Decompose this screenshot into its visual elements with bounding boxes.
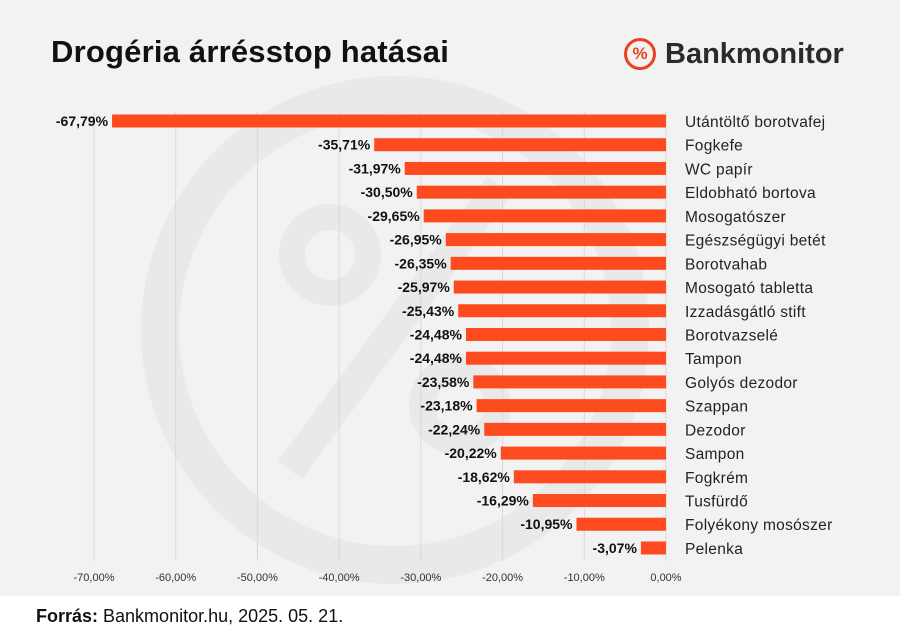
bar — [458, 304, 666, 318]
bar — [473, 375, 666, 389]
percent-icon: % — [624, 38, 656, 70]
bar — [423, 209, 666, 223]
footer — [0, 596, 900, 643]
bar-value-label: -35,71% — [318, 137, 371, 153]
bar-value-label: -18,62% — [458, 469, 511, 485]
bar-value-label: -26,35% — [395, 255, 448, 271]
bar-value-label: -30,50% — [361, 184, 414, 200]
x-tick-label: -70,00% — [74, 572, 115, 584]
bar-value-label: -22,24% — [428, 421, 481, 437]
bar-value-label: -29,65% — [368, 208, 421, 224]
bar-value-label: -23,18% — [420, 398, 473, 414]
bar — [404, 161, 666, 175]
category-label: Tusfürdő — [685, 494, 748, 511]
bar — [465, 351, 666, 365]
bar — [500, 446, 666, 460]
category-label: Utántöltő borotvafej — [685, 114, 825, 131]
bar-value-label: -25,43% — [402, 303, 455, 319]
bar-value-label: -3,07% — [593, 540, 638, 556]
category-label: Borotvazselé — [685, 327, 778, 344]
bar — [374, 138, 666, 152]
category-label: Tampon — [685, 351, 742, 368]
source-note: Forrás: Bankmonitor.hu, 2025. 05. 21. — [36, 606, 343, 627]
x-tick-label: -50,00% — [237, 572, 278, 584]
category-label: Dezodor — [685, 422, 746, 439]
x-tick-label: -60,00% — [155, 572, 196, 584]
bar — [416, 185, 666, 199]
bar — [453, 280, 666, 294]
bar-value-label: -16,29% — [477, 493, 530, 509]
category-label: Mosogató tabletta — [685, 280, 813, 297]
category-label: Fogkefe — [685, 138, 743, 155]
bar — [513, 470, 666, 484]
category-label: Eldobható bortova — [685, 185, 816, 202]
bar — [112, 114, 667, 128]
bar — [450, 256, 666, 270]
category-label: Fogkrém — [685, 470, 748, 487]
x-tick-label: 0,00% — [650, 572, 681, 584]
bar-value-label: -26,95% — [390, 232, 443, 248]
bar-value-label: -23,58% — [417, 374, 470, 390]
bar-chart: -70,00% -60,00% -50,00% -40,00% -30,00% -20,0… — [56, 112, 833, 584]
source-text: Bankmonitor.hu, 2025. 05. 21. — [103, 606, 344, 626]
brand-logo: % Bankmonitor — [624, 36, 844, 72]
bar-value-label: -10,95% — [520, 516, 573, 532]
category-label: Golyós dezodor — [685, 375, 798, 392]
bar — [532, 494, 666, 508]
x-tick-label: -20,00% — [482, 572, 523, 584]
bar-value-label: -67,79% — [56, 113, 109, 129]
category-label: Borotvahab — [685, 256, 767, 273]
category-label: Sampon — [685, 446, 745, 463]
bar — [465, 327, 666, 341]
brand-name: Bankmonitor — [665, 37, 844, 70]
bar-value-label: -24,48% — [410, 350, 463, 366]
bar-value-label: -20,22% — [445, 445, 498, 461]
source-label: Forrás: — [36, 606, 99, 626]
category-label: Pelenka — [685, 541, 743, 558]
bar-value-label: -31,97% — [349, 160, 402, 176]
category-label: Folyékony mosószer — [685, 517, 833, 534]
category-label: WC papír — [685, 161, 753, 178]
bar — [640, 541, 666, 555]
category-label: Izzadásgátló stift — [685, 304, 806, 321]
x-tick-label: -40,00% — [319, 572, 360, 584]
bar-value-label: -25,97% — [398, 279, 451, 295]
x-tick-label: -30,00% — [400, 572, 441, 584]
category-label: Mosogatószer — [685, 209, 786, 226]
chart-title: Drogéria árrésstop hatásai — [51, 34, 450, 69]
bar-value-label: -24,48% — [410, 326, 463, 342]
category-label: Egészségügyi betét — [685, 233, 826, 250]
bar — [476, 399, 666, 413]
bar — [445, 233, 666, 247]
bar — [484, 422, 666, 436]
category-label: Szappan — [685, 399, 748, 416]
bar — [576, 517, 666, 531]
x-tick-label: -10,00% — [564, 572, 605, 584]
